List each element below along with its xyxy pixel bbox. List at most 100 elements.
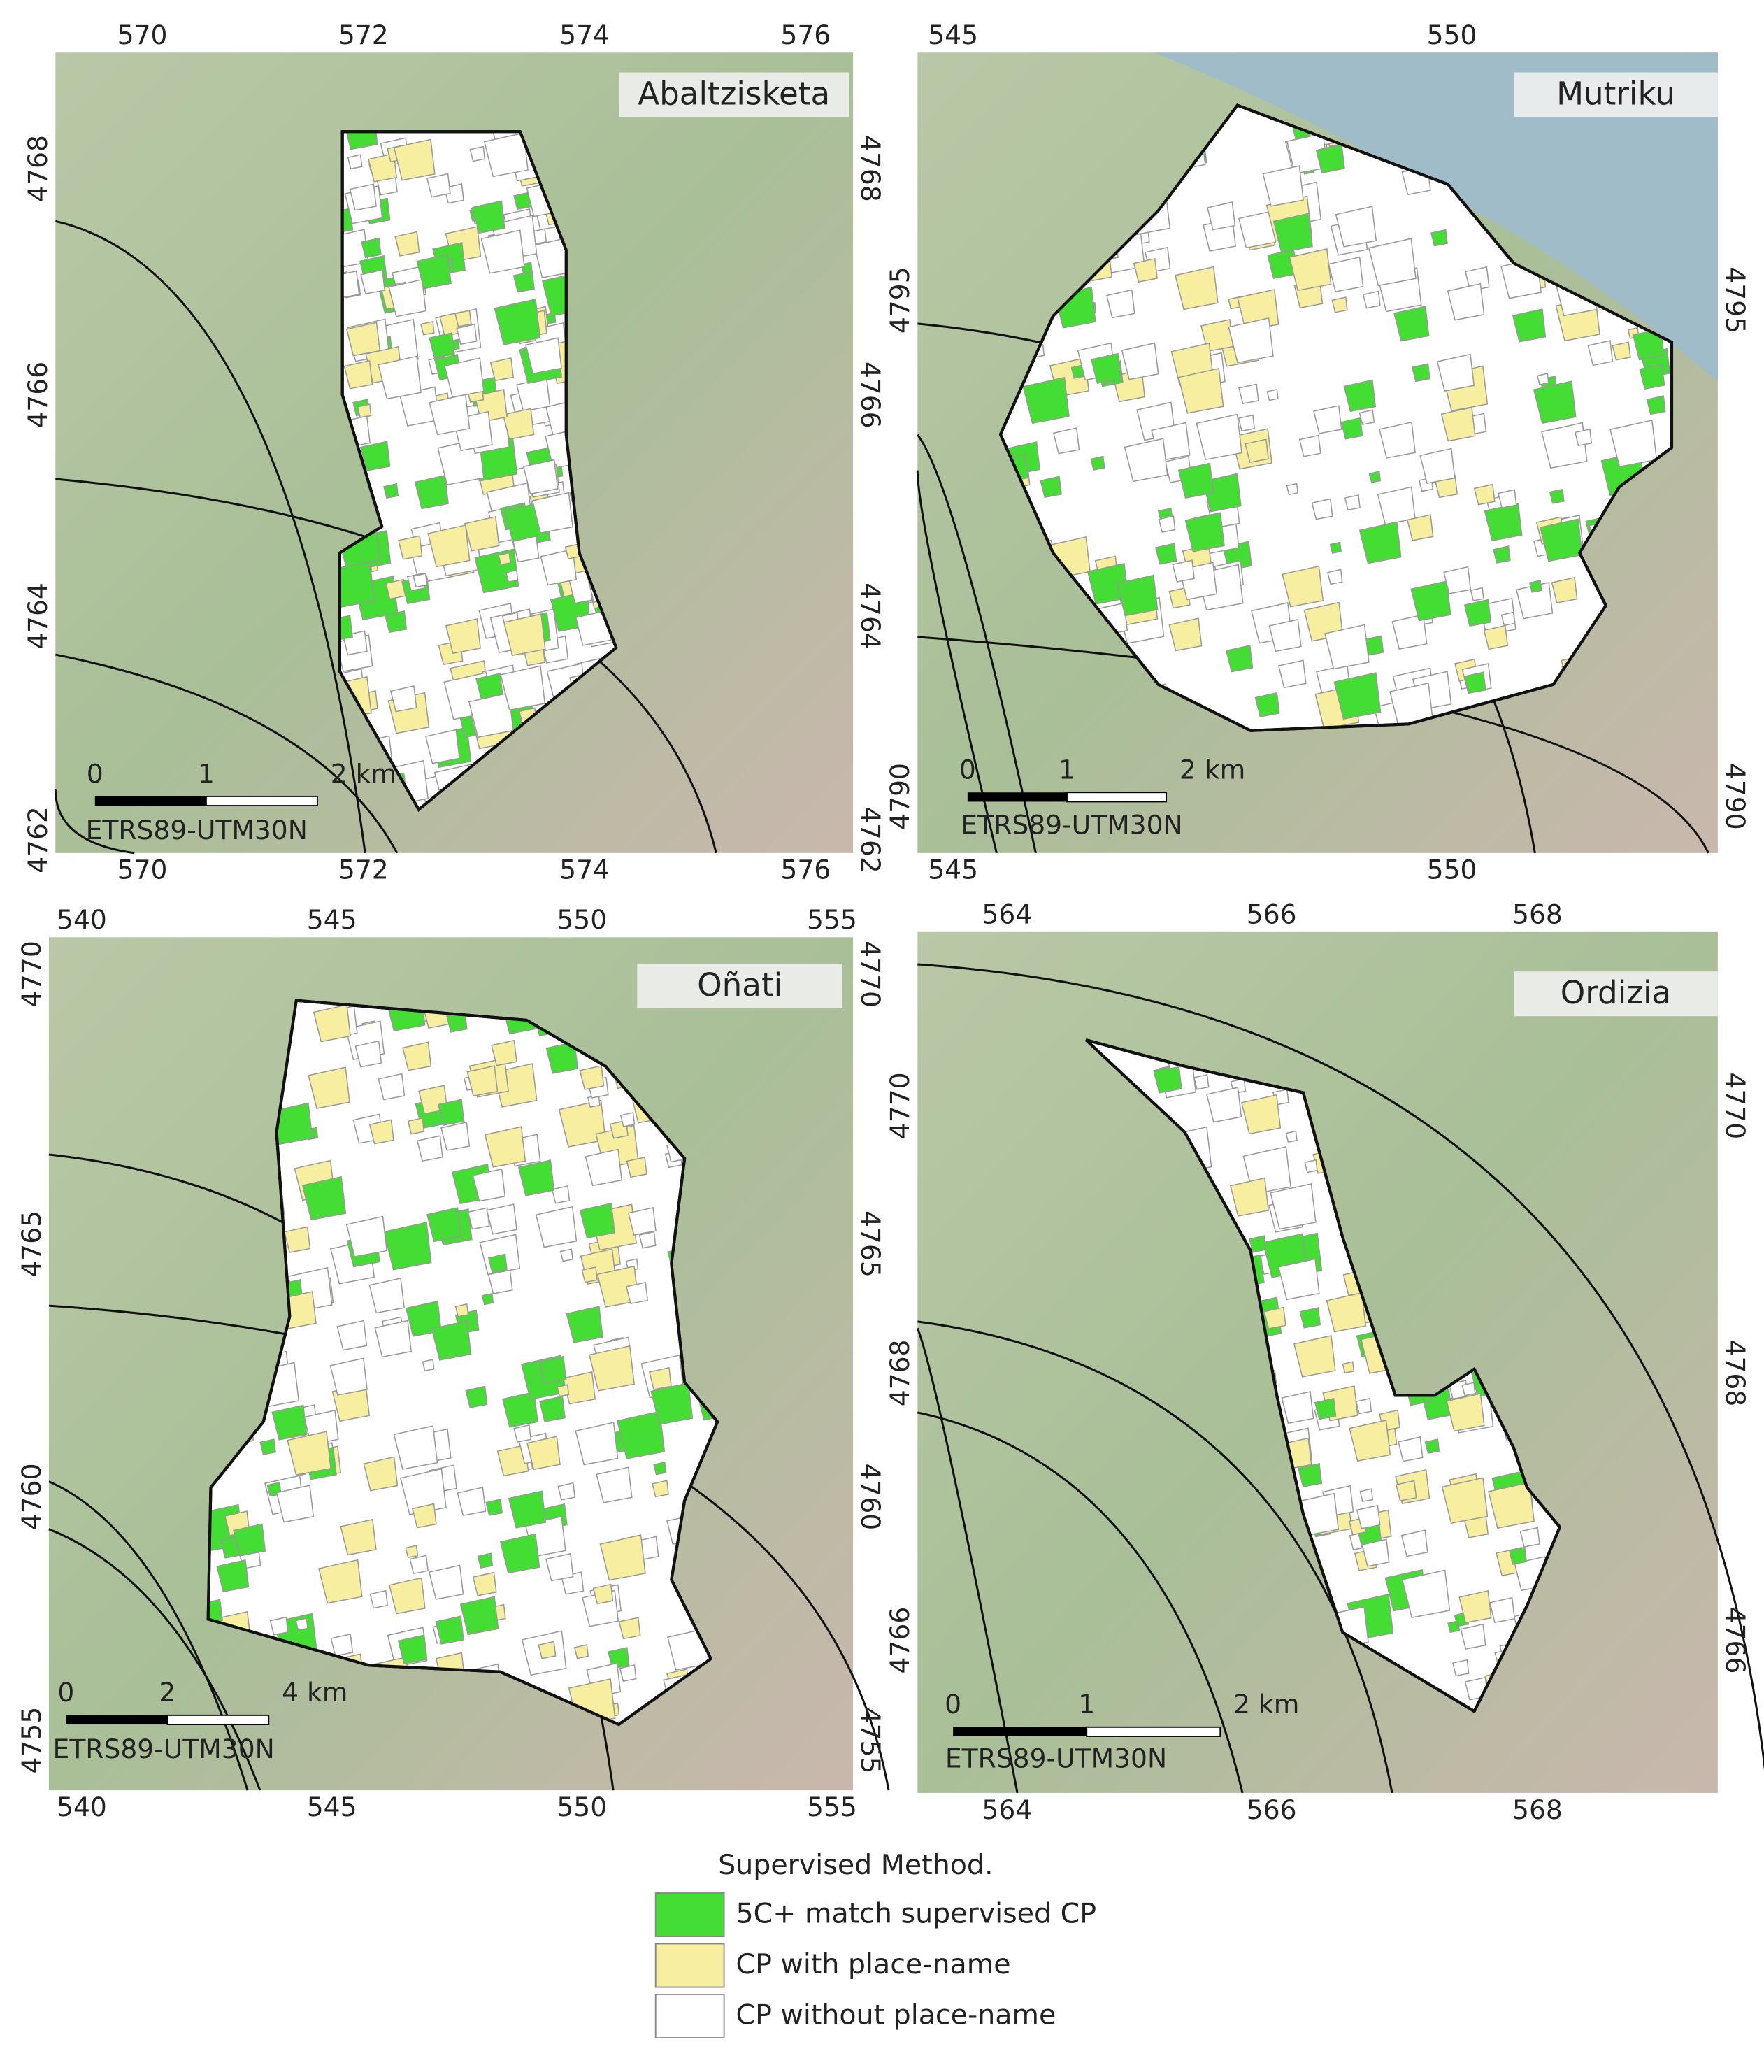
parcel [556, 1384, 570, 1397]
parcel [349, 183, 377, 211]
parcel [330, 1633, 354, 1657]
parcel [1105, 289, 1135, 319]
parcel [1465, 266, 1490, 292]
parcel [1508, 1546, 1527, 1565]
parcel [1358, 521, 1402, 564]
scale-bar-black [66, 1715, 168, 1725]
parcel [384, 610, 408, 634]
x-tick-label: 574 [559, 855, 610, 885]
parcel [1254, 692, 1280, 717]
parcel [368, 152, 398, 183]
parcel [1282, 565, 1324, 608]
parcel [1533, 380, 1577, 424]
parcel [477, 1552, 494, 1569]
y-tick-label: 4770 [16, 941, 47, 1008]
parcel [1551, 576, 1578, 603]
parcel [440, 1121, 471, 1151]
y-tick-label: 4764 [855, 583, 886, 650]
title-box [637, 963, 843, 1008]
scale-label: 1 [198, 758, 215, 789]
parcel [579, 1202, 615, 1239]
parcel [426, 1207, 462, 1243]
municipality-outline [338, 130, 618, 812]
parcel [1489, 1596, 1516, 1623]
parcel [378, 355, 422, 400]
parcel [1463, 599, 1492, 627]
x-tick-label: 572 [338, 855, 389, 885]
parcel [466, 1065, 499, 1097]
parcel [1298, 1462, 1323, 1488]
parcel [650, 1382, 694, 1425]
sea [1154, 52, 1718, 382]
parcel [427, 524, 471, 568]
y-tick-label: 4768 [22, 135, 53, 202]
scale-label: 2 km [1233, 1689, 1299, 1720]
parcel [1124, 438, 1168, 483]
parcel [1473, 483, 1496, 506]
parcel [1116, 574, 1159, 617]
parcel [1398, 1436, 1424, 1462]
scale-label: 0 [959, 755, 976, 785]
parcel [416, 1135, 443, 1162]
parcel [648, 1366, 672, 1390]
map-panel: Ordizia 0 1 2 km ETRS89-UTM30N [916, 931, 1764, 1794]
parcel [329, 1357, 368, 1396]
x-tick-label: 550 [1427, 855, 1477, 885]
parcel [1229, 1177, 1270, 1217]
parcel [608, 1647, 630, 1669]
parcel [1315, 143, 1345, 173]
parcel [1206, 1087, 1242, 1123]
parcel [1052, 427, 1080, 455]
parcel [301, 1176, 347, 1221]
y-tick-label: 4755 [16, 1707, 47, 1774]
boundary [917, 963, 1764, 1771]
y-tick-label: 4790 [884, 763, 915, 830]
x-tick-label: 566 [1247, 1794, 1297, 1825]
parcel [472, 1168, 506, 1202]
parcel [1311, 498, 1333, 520]
x-tick-label: 576 [780, 855, 831, 885]
scale-label: 2 km [331, 758, 396, 789]
parcel [397, 1634, 428, 1664]
parcel [1293, 1335, 1336, 1378]
crs-label: ETRS89-UTM30N [961, 810, 1182, 841]
parcel [626, 1156, 647, 1178]
crs-label: ETRS89-UTM30N [86, 815, 308, 845]
parcel [469, 145, 486, 162]
parcel [585, 1148, 623, 1187]
x-tick-label: 572 [338, 20, 389, 50]
parcel [283, 1226, 311, 1253]
parcel [579, 1065, 605, 1090]
parcel [1177, 462, 1214, 499]
x-tick-label: 570 [117, 855, 168, 885]
parcel [512, 271, 535, 293]
parcel [1184, 512, 1225, 552]
parcel [444, 357, 485, 398]
parcel [295, 1617, 308, 1631]
parcel [573, 1644, 589, 1659]
y-tick-label: 4768 [1720, 1340, 1751, 1407]
parcel [464, 516, 500, 552]
municipality-outline [206, 999, 719, 1727]
parcel [627, 1206, 657, 1236]
parcel [472, 200, 505, 234]
x-tick-label: 574 [559, 20, 610, 50]
parcel [522, 459, 559, 495]
boundary [55, 653, 399, 854]
parcel [340, 1518, 377, 1556]
parcel [535, 1206, 578, 1248]
scale-bar-white [166, 1714, 270, 1725]
parcel [1304, 1159, 1318, 1173]
y-tick-label: 4766 [855, 362, 886, 429]
crs-label: ETRS89-UTM30N [53, 1734, 275, 1764]
x-tick-label: 550 [557, 904, 607, 935]
parcel [308, 1066, 350, 1109]
boundary [54, 789, 135, 855]
parcel [625, 1281, 649, 1304]
parcel [472, 1571, 497, 1596]
parcel [1226, 645, 1254, 673]
parcel [233, 1523, 266, 1557]
parcel [486, 1203, 517, 1235]
parcel [1343, 379, 1377, 413]
parcel [467, 1207, 490, 1230]
